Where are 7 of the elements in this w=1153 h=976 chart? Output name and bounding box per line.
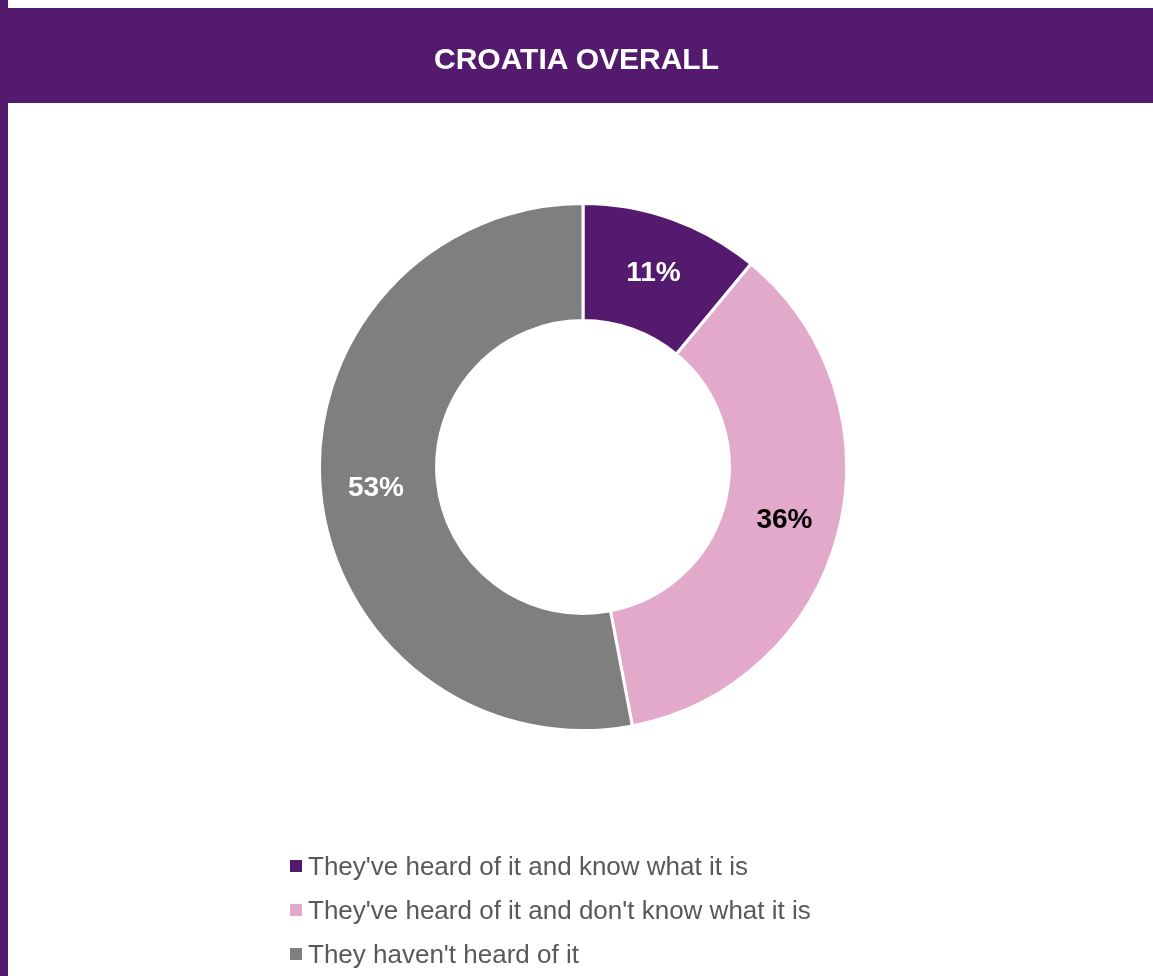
data-label: 36% [756, 503, 813, 535]
legend-label: They haven't heard of it [308, 939, 580, 969]
chart-title: CROATIA OVERALL [434, 41, 719, 75]
legend-label: They've heard of it and know what it is [308, 851, 748, 881]
data-label: 53% [347, 471, 405, 503]
legend-label: They've heard of it and don't know what it is [308, 895, 811, 925]
data-label: 11% [626, 255, 681, 287]
